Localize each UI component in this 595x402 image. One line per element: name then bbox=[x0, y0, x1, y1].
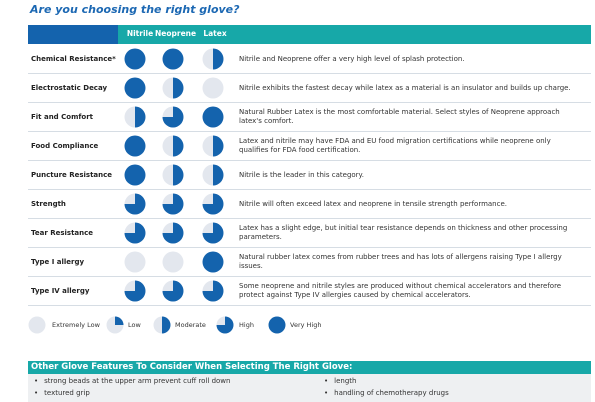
rating-moderate-icon bbox=[124, 106, 146, 128]
table-row: Type IV allergy Some neoprene and nitrile… bbox=[28, 277, 591, 306]
rating-very-high-icon bbox=[202, 251, 224, 273]
legend-label-low: Low bbox=[128, 321, 141, 329]
column-header-band bbox=[28, 25, 591, 44]
rating-very-high-icon bbox=[124, 48, 146, 70]
rating-very-high-icon bbox=[162, 48, 184, 70]
legend-icon-moderate bbox=[153, 316, 171, 334]
column-header-corner bbox=[28, 25, 118, 44]
row-label: Food Compliance bbox=[31, 142, 99, 150]
legend-icon-low bbox=[106, 316, 124, 334]
row-label: Puncture Resistance bbox=[31, 171, 113, 179]
feature-item: textured grip bbox=[34, 389, 90, 397]
legend-label-moderate: Moderate bbox=[175, 321, 206, 329]
table-row: Puncture Resistance Nitrile is the leader… bbox=[28, 161, 591, 190]
row-description: Nitrile will often exceed latex and neop… bbox=[239, 199, 507, 208]
row-label: Electrostatic Decay bbox=[31, 84, 108, 92]
legend: Extremely Low Low Moderate High Very Hig… bbox=[28, 316, 591, 336]
legend-label-very-high: Very High bbox=[290, 321, 322, 329]
other-features-list: strong beads at the upper arm prevent cu… bbox=[28, 374, 591, 402]
row-description: Latex has a slight edge, but initial tea… bbox=[239, 224, 568, 241]
row-description: Nitrile is the leader in this category. bbox=[239, 170, 364, 179]
other-features-title: Other Glove Features To Consider When Se… bbox=[31, 362, 353, 372]
table-row: Type I allergy Natural rubber latex comes… bbox=[28, 248, 591, 277]
row-label: Fit and Comfort bbox=[31, 113, 94, 121]
rating-moderate-icon bbox=[202, 135, 224, 157]
rating-moderate-icon bbox=[162, 135, 184, 157]
row-description: Latex and nitrile may have FDA and EU fo… bbox=[239, 137, 551, 154]
legend-icon-very-high bbox=[268, 316, 286, 334]
rating-moderate-icon bbox=[162, 164, 184, 186]
rating-high-icon bbox=[162, 280, 184, 302]
rating-high-icon bbox=[162, 106, 184, 128]
rating-moderate-icon bbox=[162, 77, 184, 99]
rating-high-icon bbox=[202, 280, 224, 302]
rating-extremely-low-icon bbox=[162, 251, 184, 273]
rating-high-icon bbox=[162, 193, 184, 215]
rating-extremely-low-icon bbox=[124, 251, 146, 273]
rating-high-icon bbox=[202, 193, 224, 215]
row-description: Nitrile and Neoprene offer a very high l… bbox=[239, 54, 465, 63]
row-description: Natural Rubber Latex is the most comfort… bbox=[239, 108, 560, 125]
table-row: Electrostatic Decay Nitrile exhibits the … bbox=[28, 74, 591, 103]
rating-high-icon bbox=[202, 222, 224, 244]
rating-very-high-icon bbox=[124, 77, 146, 99]
row-description: Natural rubber latex comes from rubber t… bbox=[239, 253, 562, 270]
table-row: Tear Resistance Latex has a slight edge, … bbox=[28, 219, 591, 248]
rating-moderate-icon bbox=[202, 164, 224, 186]
feature-item: handling of chemotherapy drugs bbox=[324, 389, 449, 397]
legend-icon-high bbox=[216, 316, 234, 334]
table-row: Strength Nitrile will often exceed latex … bbox=[28, 190, 591, 219]
other-features-header: Other Glove Features To Consider When Se… bbox=[28, 361, 591, 374]
table-row: Food Compliance Latex and nitrile may hav… bbox=[28, 132, 591, 161]
legend-label-high: High bbox=[239, 321, 254, 329]
legend-icon-extremely-low bbox=[28, 316, 46, 334]
row-description: Nitrile exhibits the fastest decay while… bbox=[239, 83, 571, 92]
row-description: Some neoprene and nitrile styles are pro… bbox=[239, 282, 562, 299]
rating-extremely-low-icon bbox=[202, 77, 224, 99]
rating-very-high-icon bbox=[124, 164, 146, 186]
rating-high-icon bbox=[124, 193, 146, 215]
rating-high-icon bbox=[124, 222, 146, 244]
rating-high-icon bbox=[124, 280, 146, 302]
column-neoprene: Neoprene bbox=[155, 29, 197, 38]
column-latex: Latex bbox=[203, 29, 227, 38]
column-nitrile: Nitrile bbox=[126, 29, 154, 38]
row-label: Strength bbox=[31, 200, 66, 208]
rating-moderate-icon bbox=[202, 48, 224, 70]
row-label: Chemical Resistance* bbox=[31, 55, 116, 63]
page-title: Are you choosing the right glove? bbox=[30, 3, 240, 16]
table-row: Fit and Comfort Natural Rubber Latex is t… bbox=[28, 103, 591, 132]
feature-item: length bbox=[324, 377, 356, 385]
rating-very-high-icon bbox=[124, 135, 146, 157]
row-label: Tear Resistance bbox=[31, 229, 94, 237]
rating-high-icon bbox=[162, 222, 184, 244]
feature-item: strong beads at the upper arm prevent cu… bbox=[34, 377, 230, 385]
legend-label-extremely-low: Extremely Low bbox=[52, 321, 100, 329]
rating-very-high-icon bbox=[202, 106, 224, 128]
row-label: Type I allergy bbox=[31, 258, 85, 266]
table-row: Chemical Resistance* Nitrile and Neoprene… bbox=[28, 45, 591, 74]
row-label: Type IV allergy bbox=[31, 287, 90, 295]
